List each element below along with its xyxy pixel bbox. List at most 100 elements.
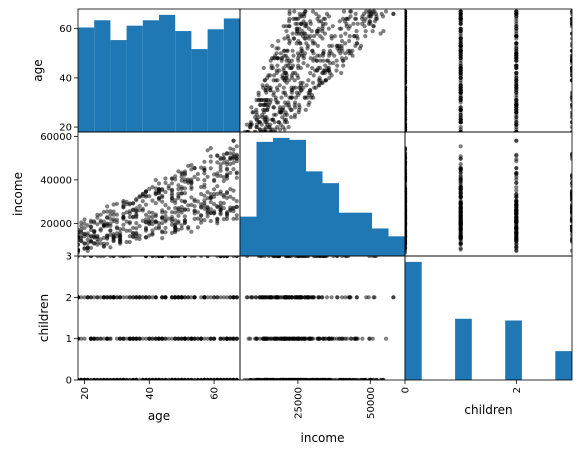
scatter-point [231, 196, 236, 201]
scatter-point [514, 138, 519, 143]
scatter-point [458, 38, 463, 44]
cell-children-vs-age [77, 255, 241, 381]
scatter-point [289, 377, 294, 380]
scatter-point [331, 256, 336, 259]
scatter-point [405, 29, 408, 34]
scatter-point [569, 212, 572, 217]
scatter-point [343, 295, 348, 300]
scatter-point [114, 234, 119, 239]
scatter-point [289, 75, 294, 80]
scatter-point [270, 65, 275, 71]
scatter-point [269, 295, 274, 300]
scatter-point [458, 43, 463, 49]
scatter-point [82, 234, 87, 239]
scatter-point [569, 73, 572, 78]
scatter-point [268, 100, 273, 105]
scatter-point [182, 377, 187, 380]
scatter-point [273, 112, 278, 117]
scatter-point [254, 336, 259, 341]
scatter-point [95, 336, 100, 341]
scatter-point [98, 377, 103, 380]
scatter-point [330, 377, 335, 380]
scatter-point [372, 9, 377, 14]
scatter-point [293, 16, 298, 21]
scatter-point [405, 155, 408, 160]
scatter-point [85, 295, 90, 300]
scatter-point [272, 129, 277, 132]
scatter-point [199, 205, 204, 210]
scatter-point [101, 256, 106, 259]
scatter-point [205, 204, 210, 210]
scatter-point [199, 184, 204, 190]
scatter-point [234, 144, 239, 149]
scatter-point [88, 295, 94, 300]
scatter-point [354, 41, 359, 46]
scatter-point [323, 21, 328, 26]
scatter-point [339, 38, 345, 44]
scatter-point [108, 336, 113, 341]
scatter-point [114, 212, 119, 217]
scatter-point [182, 207, 187, 212]
scatter-point [127, 295, 132, 300]
scatter-point [315, 68, 320, 73]
scatter-point [218, 207, 223, 213]
scatter-point [160, 377, 165, 380]
scatter-point [287, 105, 292, 110]
scatter-point [114, 201, 119, 206]
scatter-point [215, 153, 220, 158]
scatter-point [231, 155, 236, 160]
scatter-point [215, 173, 220, 178]
scatter-point [292, 78, 297, 83]
scatter-point [88, 234, 94, 239]
scatter-point [186, 203, 191, 208]
scatter-point [127, 239, 132, 245]
scatter-point [514, 157, 519, 162]
scatter-point [297, 26, 302, 31]
scatter-point [127, 256, 132, 259]
scatter-point [189, 177, 194, 182]
scatter-point [339, 43, 344, 49]
scatter-point [147, 295, 152, 300]
scatter-point [339, 377, 344, 380]
scatter-point [202, 167, 207, 172]
scatter-point [299, 48, 304, 53]
y-tick-label: 0 [66, 376, 72, 387]
scatter-point [405, 238, 408, 243]
scatter-point [179, 174, 184, 179]
scatter-point [514, 170, 519, 175]
scatter-point [307, 377, 312, 380]
scatter-point [298, 85, 303, 90]
scatter-point [321, 58, 326, 63]
scatter-point [111, 202, 116, 207]
scatter-point [212, 178, 217, 184]
scatter-point [276, 120, 281, 125]
scatter-point [569, 11, 572, 16]
scatter-point [458, 85, 463, 90]
scatter-point [234, 377, 239, 380]
scatter-point [176, 227, 181, 232]
scatter-point [127, 228, 132, 233]
scatter-point [205, 214, 210, 219]
histogram-bar [405, 261, 422, 380]
scatter-point [108, 232, 113, 237]
scatter-point [350, 377, 355, 380]
scatter-point [218, 162, 223, 167]
scatter-point [281, 48, 286, 53]
scatter-point [215, 256, 220, 259]
scatter-point [131, 377, 136, 380]
scatter-point [353, 11, 358, 16]
scatter-point [79, 377, 84, 380]
scatter-point [208, 192, 213, 197]
scatter-point [261, 85, 266, 90]
scatter-point [290, 48, 295, 53]
cell-children-vs-children [404, 255, 573, 381]
scatter-point [169, 256, 175, 259]
scatter-point [297, 107, 302, 112]
scatter-point [514, 24, 519, 29]
scatter-point [88, 377, 94, 380]
scatter-point [287, 256, 292, 259]
scatter-point [150, 228, 155, 233]
scatter-point [293, 256, 298, 259]
scatter-point [277, 127, 283, 132]
scatter-point [569, 235, 572, 240]
